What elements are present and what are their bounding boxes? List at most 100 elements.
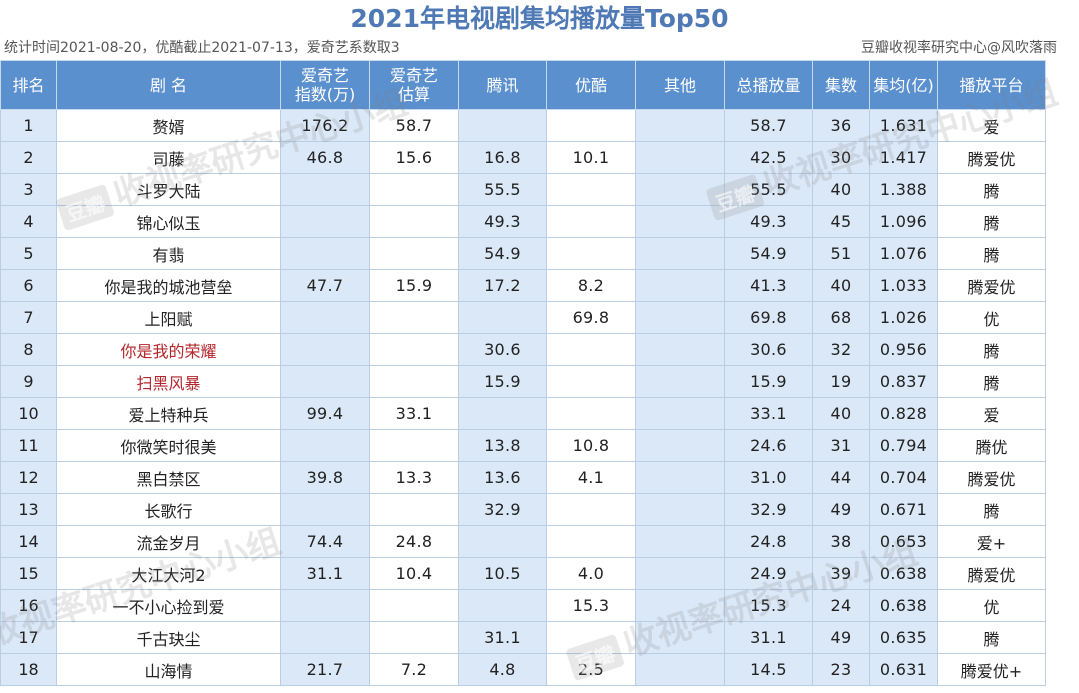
- table-cell: 8.2: [546, 269, 636, 302]
- table-cell: 爱: [937, 109, 1046, 142]
- table-cell: 13: [0, 493, 57, 526]
- table-cell: 4.0: [546, 557, 636, 590]
- table-cell: 40: [812, 173, 870, 206]
- table-cell: [369, 365, 459, 398]
- stats-note: 统计时间2021-08-20，优酷截止2021-07-13，爱奇艺系数取3: [4, 40, 400, 56]
- chart-title: 2021年电视剧集均播放量Top50: [350, 4, 729, 33]
- table-cell: [458, 589, 547, 622]
- table-cell: 58.7: [369, 109, 459, 142]
- table-cell: 0.653: [869, 525, 938, 558]
- table-cell: 0.837: [869, 365, 938, 398]
- column-header: 其他: [635, 60, 725, 110]
- table-row: 4 锦心似玉 49.3 49.3 45 1.096 腾: [0, 205, 1046, 238]
- table-row: 13 长歌行 32.9 32.9 49 0.671 腾: [0, 493, 1046, 526]
- table-cell: 32.9: [724, 493, 813, 526]
- table-cell: 你是我的荣耀: [56, 333, 281, 366]
- table-cell: [635, 493, 725, 526]
- table-cell: [635, 109, 725, 142]
- table-cell: [635, 237, 725, 270]
- column-header: 播放平台: [937, 60, 1046, 110]
- table-cell: 31: [812, 429, 870, 462]
- table-cell: 30.6: [458, 333, 547, 366]
- table-cell: 0.638: [869, 557, 938, 590]
- table-cell: [458, 397, 547, 430]
- table-cell: 14: [0, 525, 57, 558]
- table-cell: [458, 301, 547, 334]
- table-cell: 30: [812, 141, 870, 174]
- table-cell: [546, 365, 636, 398]
- table-cell: [635, 557, 725, 590]
- table-cell: 腾: [937, 621, 1046, 654]
- table-cell: 腾: [937, 365, 1046, 398]
- table-cell: [546, 173, 636, 206]
- table-cell: [635, 333, 725, 366]
- table-row: 10 爱上特种兵 99.4 33.1 33.1 40 0.828 爱: [0, 397, 1046, 430]
- table-cell: [369, 205, 459, 238]
- table-cell: 1.417: [869, 141, 938, 174]
- table-cell: [635, 301, 725, 334]
- table-row: 12 黑白禁区 39.8 13.3 13.6 4.1 31.0 44 0.704 腾爱优: [0, 461, 1046, 494]
- table-cell: [369, 589, 459, 622]
- table-cell: [546, 525, 636, 558]
- table-cell: 4.1: [546, 461, 636, 494]
- table-row: 18 山海情 21.7 7.2 4.8 2.5 14.5 23 0.631 腾爱优+: [0, 653, 1046, 686]
- table-cell: 1.076: [869, 237, 938, 270]
- table-cell: 24.8: [369, 525, 459, 558]
- table-cell: 68: [812, 301, 870, 334]
- column-header: 腾讯: [458, 60, 547, 110]
- table-cell: [280, 301, 370, 334]
- table-row: 9 扫黑风暴 15.9 15.9 19 0.837 腾: [0, 365, 1046, 398]
- table-cell: 10.5: [458, 557, 547, 590]
- table-cell: [635, 429, 725, 462]
- table-cell: 赘婿: [56, 109, 281, 142]
- table-cell: 69.8: [546, 301, 636, 334]
- table-cell: 15.9: [724, 365, 813, 398]
- table-cell: [369, 173, 459, 206]
- table-cell: 0.794: [869, 429, 938, 462]
- table-cell: 优: [937, 301, 1046, 334]
- table-cell: 2.5: [546, 653, 636, 686]
- table-cell: 49: [812, 493, 870, 526]
- table-cell: 3: [0, 173, 57, 206]
- table-row: 8 你是我的荣耀 30.6 30.6 32 0.956 腾: [0, 333, 1046, 366]
- table-cell: 长歌行: [56, 493, 281, 526]
- table-cell: 1.096: [869, 205, 938, 238]
- table-cell: [369, 429, 459, 462]
- table-cell: 优: [937, 589, 1046, 622]
- table-cell: 11: [0, 429, 57, 462]
- table-cell: 49.3: [724, 205, 813, 238]
- table-cell: 16.8: [458, 141, 547, 174]
- table-cell: [280, 429, 370, 462]
- column-header: 爱奇艺 估算: [369, 60, 459, 110]
- table-row: 6 你是我的城池营垒 47.7 15.9 17.2 8.2 41.3 40 1.033 腾爱优: [0, 269, 1046, 302]
- table-cell: [458, 525, 547, 558]
- table-cell: 6: [0, 269, 57, 302]
- table-row: 7 上阳赋 69.8 69.8 68 1.026 优: [0, 301, 1046, 334]
- table-cell: 24.9: [724, 557, 813, 590]
- table-cell: 31.1: [280, 557, 370, 590]
- table-cell: [280, 333, 370, 366]
- table-cell: 13.3: [369, 461, 459, 494]
- table-cell: 21.7: [280, 653, 370, 686]
- table-cell: 39: [812, 557, 870, 590]
- table-cell: 0.671: [869, 493, 938, 526]
- table-cell: 腾爱优: [937, 461, 1046, 494]
- table-cell: 腾爱优: [937, 269, 1046, 302]
- table-cell: [280, 237, 370, 270]
- table-cell: 17: [0, 621, 57, 654]
- ranking-table: 排名剧 名爱奇艺 指数(万) 爱奇艺 估算 腾讯 优酷 其他 总播放量 集数 集均(亿) 播放平台 …: [0, 60, 1046, 686]
- table-cell: 40: [812, 397, 870, 430]
- table-cell: 74.4: [280, 525, 370, 558]
- table-cell: 爱: [937, 397, 1046, 430]
- table-cell: 15.3: [546, 589, 636, 622]
- table-cell: 32.9: [458, 493, 547, 526]
- table-row: 11 你微笑时很美 13.8 10.8 24.6 31 0.794 腾优: [0, 429, 1046, 462]
- table-cell: [369, 493, 459, 526]
- table-row: 3 斗罗大陆 55.5 55.5 40 1.388 腾: [0, 173, 1046, 206]
- table-cell: 8: [0, 333, 57, 366]
- table-cell: 24.6: [724, 429, 813, 462]
- table-cell: 49.3: [458, 205, 547, 238]
- table-cell: 55.5: [458, 173, 547, 206]
- table-cell: [635, 653, 725, 686]
- table-cell: 有翡: [56, 237, 281, 270]
